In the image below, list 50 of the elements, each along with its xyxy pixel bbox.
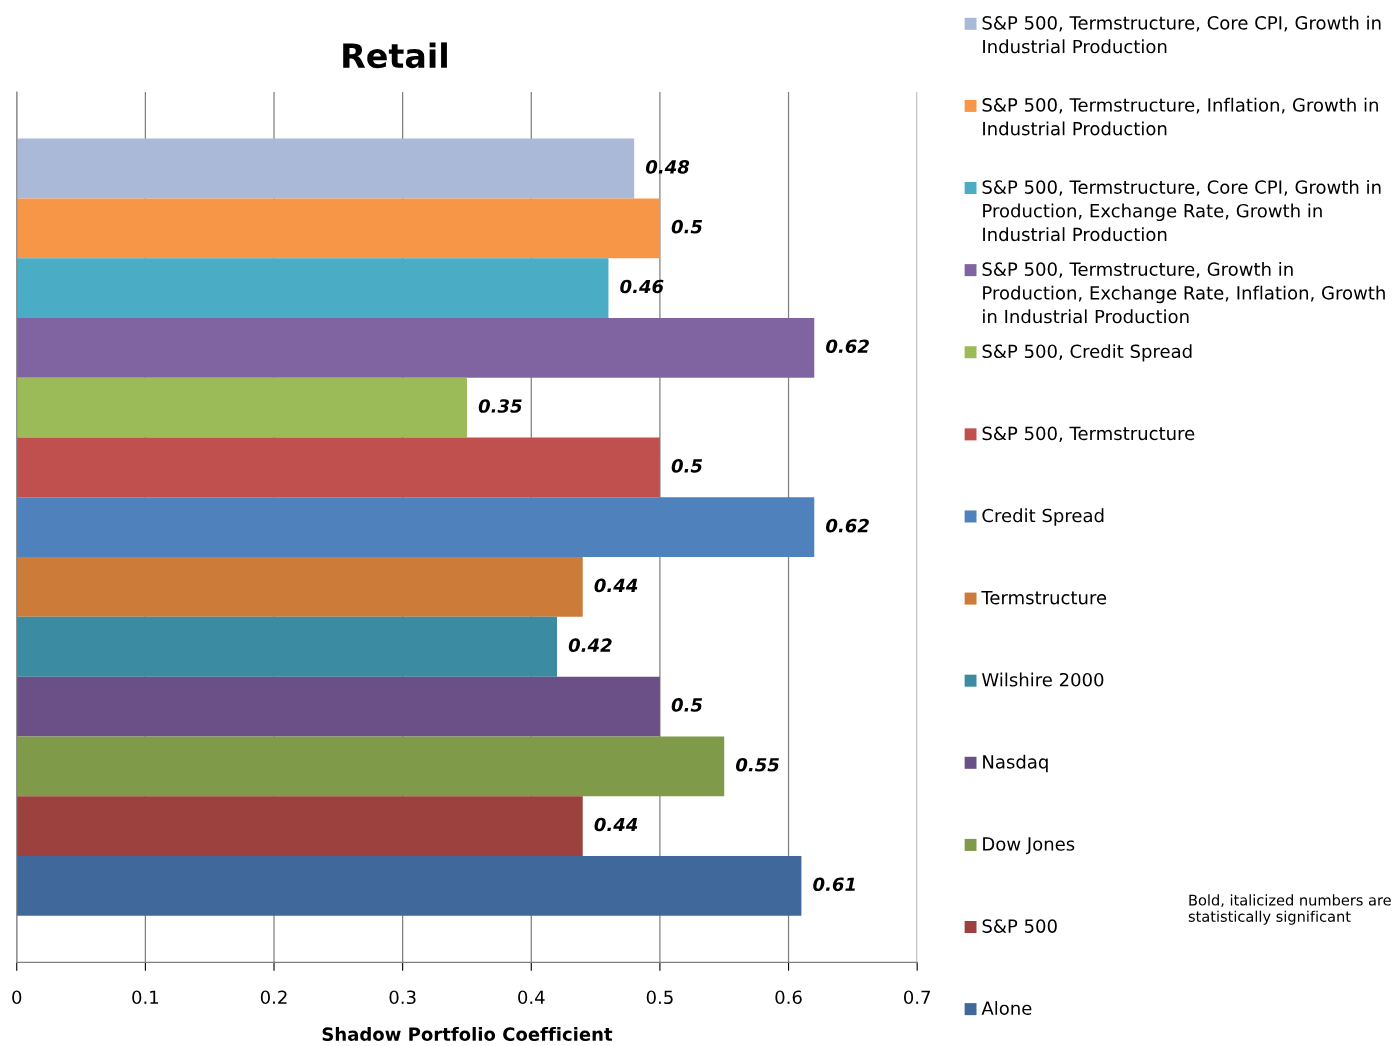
data-label: 0.62 — [826, 339, 869, 354]
bar — [16, 736, 725, 797]
x-tick-label: 0.1 — [132, 990, 159, 1005]
x-tick-label: 0 — [12, 990, 22, 1005]
bar — [16, 377, 467, 438]
legend-label: S&P 500, Termstructure, Core CPI, Growth in Production, Exchange Rate, Growth in Industrial Production — [982, 179, 1381, 242]
data-label: 0.62 — [826, 518, 869, 533]
legend-label: S&P 500, Termstructure, Growth in Production, Exchange Rate, Inflation, Growth in Industrial Production — [982, 262, 1385, 324]
x-tick-label: 0.4 — [518, 990, 545, 1005]
legend-label: Credit Spread — [982, 508, 1104, 526]
data-label: 0.5 — [671, 458, 703, 473]
legend-label: S&P 500, Termstructure, Core CPI, Growth in Industrial Production — [982, 15, 1381, 54]
text: Bold, italicized numbers are statistically significant — [1188, 894, 1391, 925]
legend-label: S&P 500, Termstructure, Inflation, Growth in Industrial Production — [982, 97, 1378, 136]
data-label: 0.42 — [568, 638, 612, 652]
bar — [16, 317, 815, 378]
data-label: 0.55 — [735, 757, 779, 772]
data-label: 0.5 — [671, 219, 703, 234]
bar — [16, 198, 660, 259]
legend-label: S&P 500, Credit Spread — [982, 344, 1192, 362]
bar — [16, 855, 802, 916]
x-axis-title: Shadow Portfolio Coefficient — [322, 1027, 613, 1041]
legend-label: Nasdaq — [983, 754, 1048, 773]
data-label: 0.5 — [671, 698, 703, 712]
data-label: 0.35 — [478, 399, 522, 413]
legend-label: S&P 500 — [982, 919, 1057, 933]
data-label: 0.48 — [645, 160, 690, 174]
data-label: 0.44 — [594, 817, 638, 832]
legend-label: S&P 500, Termstructure — [982, 426, 1195, 443]
data-label: 0.61 — [813, 877, 855, 892]
x-tick-label: 0.2 — [260, 990, 287, 1005]
bar — [16, 258, 609, 318]
bar — [16, 437, 660, 498]
x-tick-label: 0.3 — [389, 990, 416, 1005]
legend-label: Wilshire 2000 — [981, 672, 1104, 687]
legend-label: Alone — [981, 1001, 1032, 1015]
data-label: 0.46 — [620, 279, 664, 294]
bar — [16, 796, 583, 856]
chart-title: Retail — [343, 42, 447, 69]
x-tick-label: 0.6 — [775, 990, 802, 1005]
bar — [16, 676, 660, 737]
bar — [16, 138, 635, 199]
x-tick-label: 0.5 — [646, 990, 673, 1005]
legend-label: Termstructure — [981, 591, 1107, 605]
legend-label: Dow Jones — [983, 837, 1075, 855]
bar — [16, 497, 815, 558]
x-tick-label: 0.7 — [904, 990, 930, 1005]
bar — [16, 616, 557, 677]
data-label: 0.44 — [594, 578, 638, 593]
bar — [16, 557, 583, 617]
